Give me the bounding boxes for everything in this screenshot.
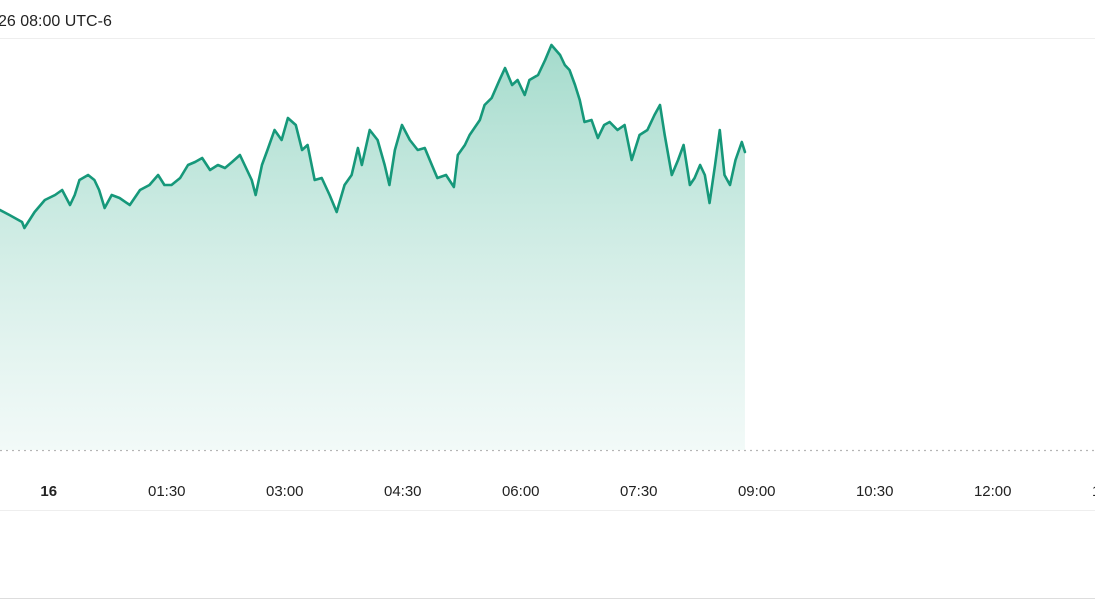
x-tick-label: 01:30 — [148, 483, 186, 500]
x-tick-label: 12:00 — [974, 483, 1012, 500]
x-tick-label: 09:00 — [738, 483, 776, 500]
chart-title: 26 08:00 UTC-6 — [0, 13, 112, 30]
area-fill — [0, 45, 745, 450]
price-line — [0, 43, 747, 230]
x-tick-label: 04:30 — [384, 483, 422, 500]
x-tick-label: 13:30 — [1092, 483, 1095, 500]
x-tick-label: 06:00 — [502, 483, 540, 500]
x-tick-label: 03:00 — [266, 483, 304, 500]
x-tick-label: 10:30 — [856, 483, 894, 500]
x-tick-label: 16 — [40, 483, 57, 500]
x-tick-label: 07:30 — [620, 483, 658, 500]
